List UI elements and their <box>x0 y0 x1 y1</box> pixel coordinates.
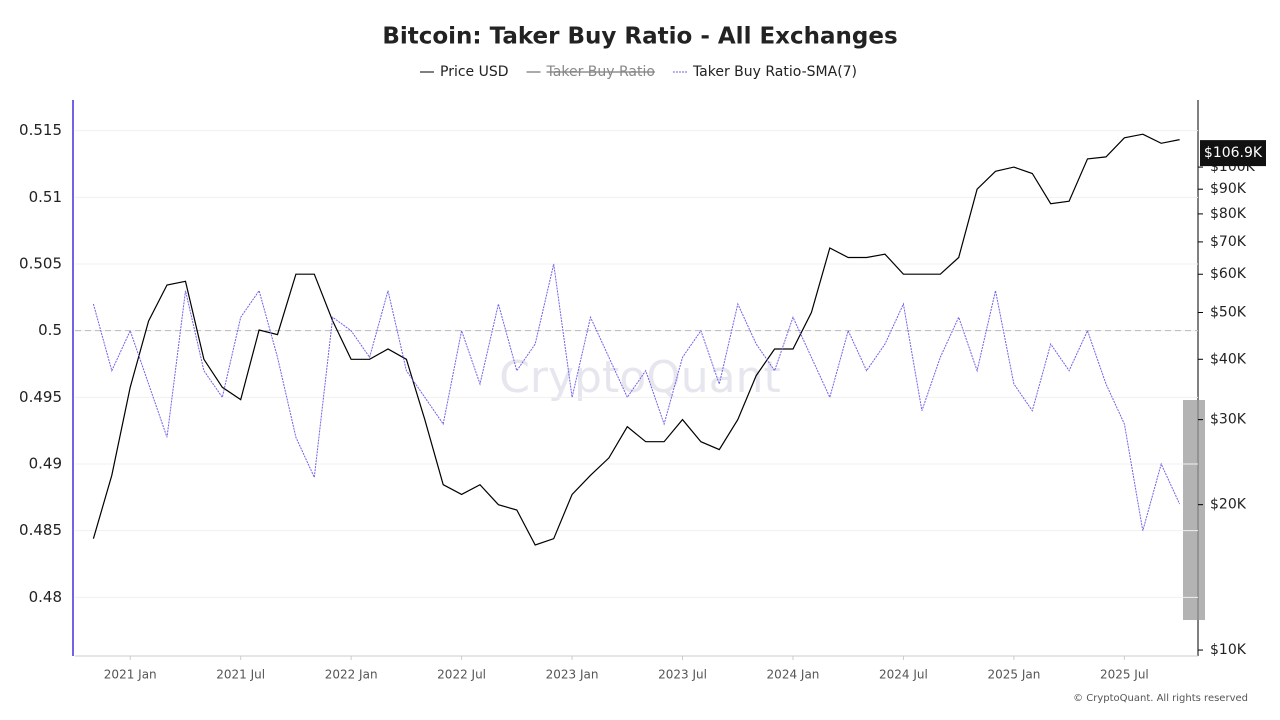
y-tick-label: 0.49 <box>29 455 62 473</box>
y2-tick-label: $70K <box>1210 234 1247 250</box>
x-tick-label: 2025 Jan <box>987 668 1040 682</box>
y2-tick-label: $50K <box>1210 304 1247 320</box>
highlight-box <box>1183 400 1205 620</box>
x-tick-label: 2025 Jul <box>1100 668 1149 682</box>
watermark: CryptoQuant <box>499 352 781 403</box>
x-tick-label: 2023 Jan <box>546 668 599 682</box>
y2-tick-label: $30K <box>1210 412 1247 428</box>
legend-label: Taker Buy Ratio <box>546 64 655 80</box>
y2-tick-label: $10K <box>1210 642 1247 658</box>
series-line <box>92 263 1181 531</box>
y-tick-label: 0.505 <box>19 255 62 273</box>
y2-tick-label: $40K <box>1210 351 1247 367</box>
y-tick-label: 0.515 <box>19 121 62 139</box>
legend-label: Taker Buy Ratio-SMA(7) <box>692 64 857 80</box>
y-tick-label: 0.48 <box>29 588 62 606</box>
y-tick-label: 0.5 <box>38 321 62 339</box>
x-tick-label: 2022 Jan <box>325 668 378 682</box>
x-tick-label: 2022 Jul <box>437 668 486 682</box>
legend-label: Price USD <box>440 64 509 80</box>
price-tag-label: $106.9K <box>1204 145 1263 161</box>
x-tick-label: 2024 Jul <box>879 668 928 682</box>
y2-tick-label: $60K <box>1210 266 1247 282</box>
y2-tick-label: $90K <box>1210 181 1247 197</box>
chart-title: Bitcoin: Taker Buy Ratio - All Exchanges <box>382 24 897 50</box>
y-tick-label: 0.495 <box>19 388 62 406</box>
x-tick-label: 2024 Jan <box>767 668 820 682</box>
x-tick-label: 2021 Jan <box>104 668 157 682</box>
y-tick-label: 0.51 <box>29 188 62 206</box>
x-tick-label: 2023 Jul <box>658 668 707 682</box>
footer: © CryptoQuant. All rights reserved <box>1073 693 1248 704</box>
y-tick-label: 0.485 <box>19 521 62 539</box>
series-line <box>92 133 1180 546</box>
y2-tick-label: $80K <box>1210 206 1247 222</box>
y2-tick-label: $20K <box>1210 497 1247 513</box>
x-tick-label: 2021 Jul <box>216 668 265 682</box>
price-tag <box>1200 140 1266 167</box>
